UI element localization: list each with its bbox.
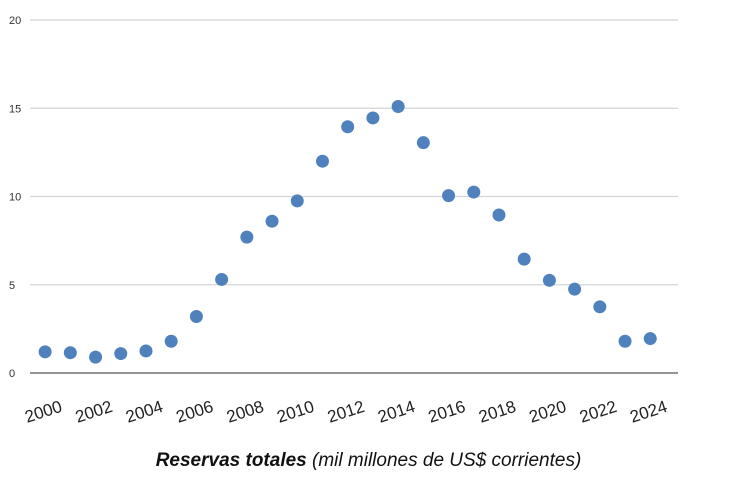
data-point	[139, 344, 153, 358]
data-point	[391, 99, 405, 113]
x-tick-label: 2012	[325, 397, 367, 427]
data-point	[442, 189, 456, 203]
data-point	[63, 346, 77, 360]
x-tick-label: 2008	[224, 397, 266, 427]
data-point	[240, 230, 254, 244]
data-point	[542, 273, 556, 287]
data-point	[467, 185, 481, 199]
caption-units: (mil millones de US$ corrientes)	[306, 450, 582, 471]
x-tick-label: 2022	[577, 397, 619, 427]
chart-caption: Reservas totales (mil millones de US$ co…	[0, 450, 737, 472]
caption-title: Reservas totales	[155, 450, 307, 471]
y-tick-label: 20	[9, 15, 21, 27]
x-tick-label: 2002	[73, 397, 115, 427]
x-tick-label: 2016	[426, 397, 468, 427]
x-tick-label: 2020	[527, 397, 569, 427]
x-tick-label: 2004	[123, 397, 165, 427]
data-point	[265, 214, 279, 228]
x-tick-label: 2018	[476, 397, 518, 427]
chart-area: 0 5 10 15 20 2000 2002 2004 2006 2008 2010 2012 2014…	[9, 15, 678, 427]
y-tick-label: 0	[9, 368, 15, 380]
x-tick-label: 2010	[275, 397, 317, 427]
data-point	[593, 300, 607, 314]
data-point	[568, 282, 582, 296]
data-point	[114, 347, 128, 361]
data-point	[517, 252, 531, 266]
data-point	[416, 136, 430, 150]
y-tick-label: 15	[9, 103, 21, 115]
data-point	[189, 310, 203, 324]
data-point	[366, 111, 380, 125]
y-tick-label: 10	[9, 192, 21, 204]
data-point	[215, 272, 229, 286]
x-tick-label: 2006	[174, 397, 216, 427]
data-point	[618, 334, 632, 348]
data-point	[89, 350, 103, 364]
y-tick-label: 5	[9, 280, 15, 292]
scatter-chart: 0 5 10 15 20 2000 2002 2004 2006 2008 2010 2012 2014…	[9, 15, 678, 427]
x-tick-label: 2000	[23, 397, 65, 427]
data-point	[315, 154, 329, 168]
data-point	[164, 334, 178, 348]
data-point	[643, 332, 657, 346]
data-point	[290, 194, 304, 208]
data-point	[341, 120, 355, 134]
data-point	[492, 208, 506, 222]
data-point	[38, 345, 52, 359]
x-tick-label: 2024	[628, 397, 670, 427]
x-tick-label: 2014	[376, 397, 418, 427]
